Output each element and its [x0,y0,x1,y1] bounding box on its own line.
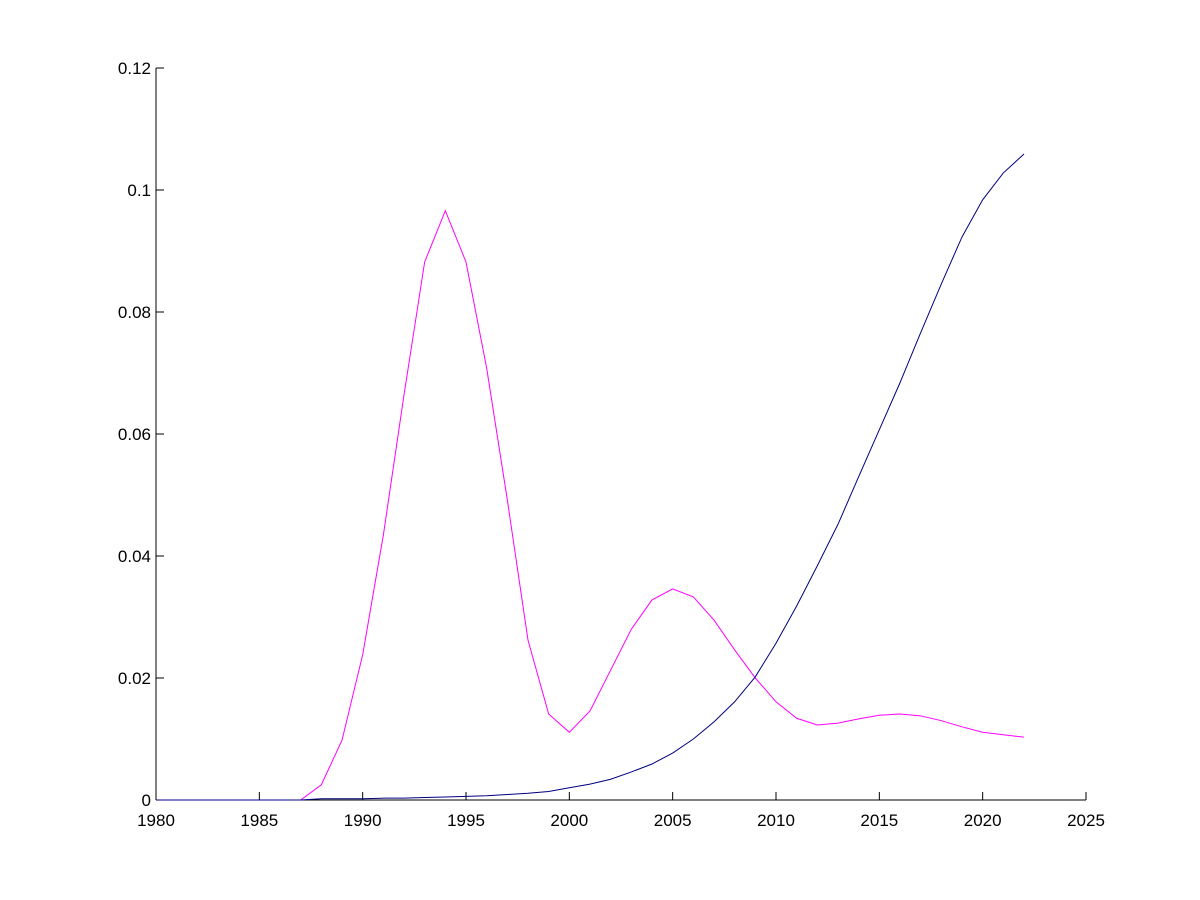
x-tick-label: 2010 [757,811,795,830]
series-line [156,209,1025,801]
x-tick-label: 1990 [344,811,382,830]
y-tick-label: 0.06 [118,425,151,444]
y-tick-label: 0.08 [118,303,151,322]
y-tick-label: 0.04 [118,547,151,566]
x-tick-label: 1980 [137,811,175,830]
series-line [156,153,1025,801]
y-tick-label: 0.12 [118,59,151,78]
x-tick-label: 2000 [550,811,588,830]
x-tick-label: 2025 [1067,811,1105,830]
x-tick-label: 2005 [654,811,692,830]
x-tick-label: 1985 [240,811,278,830]
y-tick-label: 0 [142,791,151,810]
y-tick-label: 0.02 [118,669,151,688]
x-tick-label: 2020 [964,811,1002,830]
x-tick-label: 1995 [447,811,485,830]
x-tick-label: 2015 [860,811,898,830]
y-tick-label: 0.1 [127,181,151,200]
